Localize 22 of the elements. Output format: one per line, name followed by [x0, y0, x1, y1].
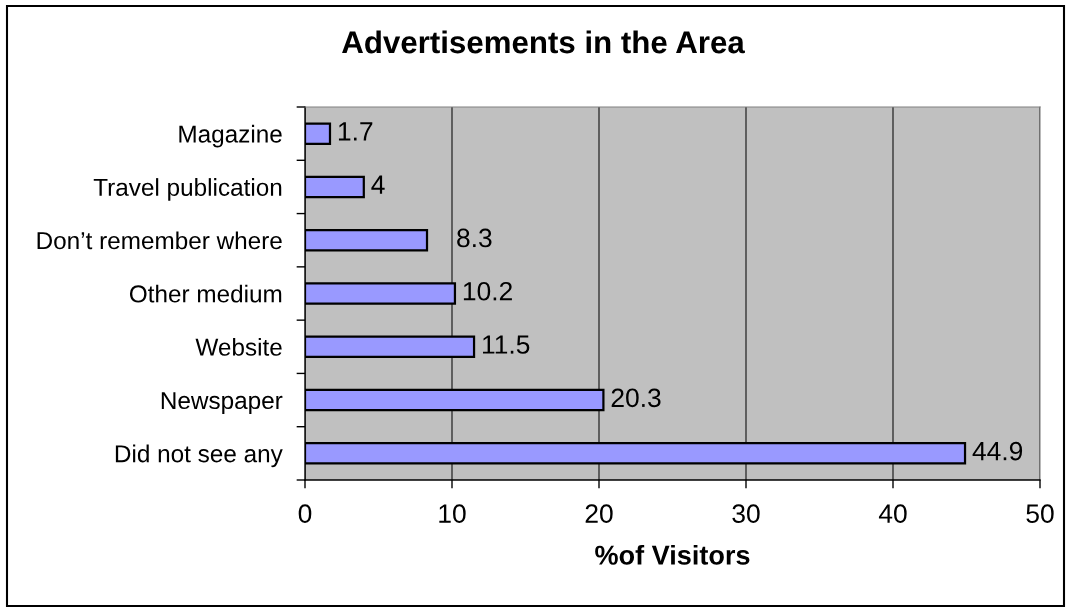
y-tick-label: Other medium: [129, 284, 282, 303]
x-tick-label: 10: [439, 504, 466, 523]
x-axis-title: %of Visitors: [595, 544, 750, 565]
y-tick-label: Travel publication: [93, 178, 282, 201]
y-tick-label: Magazine: [179, 124, 282, 148]
data-label: 44.9: [972, 441, 1023, 461]
x-tick-label: 50: [1026, 504, 1054, 523]
x-tick-label: 30: [732, 504, 760, 523]
chart-title: Advertisements in the Area: [342, 30, 745, 54]
data-label: 8.3: [457, 228, 492, 248]
x-tick-label: 0: [298, 504, 312, 523]
y-tick-label: Don’t remember where: [37, 231, 282, 250]
x-tick-label: 20: [585, 504, 613, 523]
y-tick-label: Website: [195, 337, 282, 356]
y-tick-label: Did not see any: [115, 444, 283, 468]
data-label: 10.2: [463, 281, 512, 301]
data-label: 20.3: [611, 388, 661, 408]
x-tick-label: 40: [878, 504, 907, 523]
y-tick-label: Newspaper: [161, 392, 283, 414]
data-label: 4: [371, 175, 385, 194]
data-label: 1.7: [338, 122, 373, 141]
data-label: 11.5: [483, 335, 530, 354]
